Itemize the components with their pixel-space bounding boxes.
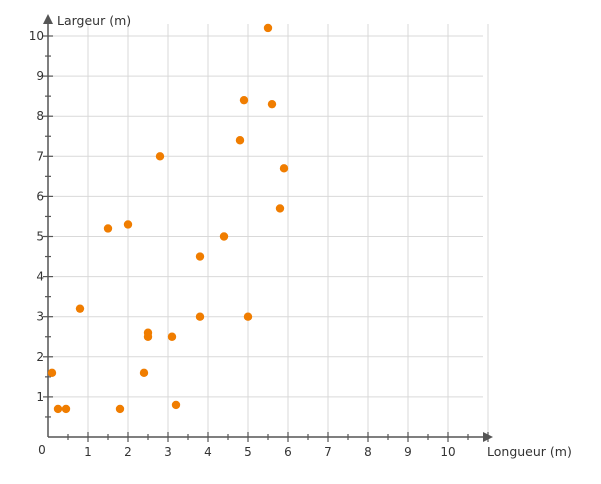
data-point: [123, 220, 133, 229]
data-point: [263, 23, 273, 33]
data-point: [279, 164, 289, 173]
y-axis-label: Largeur (m): [57, 13, 131, 28]
y-tick-label: 8: [36, 109, 44, 123]
data-points: [47, 23, 289, 414]
y-tick-label: 10: [29, 29, 44, 43]
data-point: [115, 404, 125, 414]
data-point: [219, 232, 229, 241]
y-tick-label: 4: [36, 270, 44, 284]
x-tick-label: 7: [324, 445, 332, 459]
data-point: [47, 368, 57, 378]
x-tick-label: 8: [364, 445, 372, 459]
data-point: [195, 312, 205, 321]
data-point: [195, 252, 205, 261]
origin-label: 0: [38, 443, 46, 457]
chart-grid: [48, 24, 489, 437]
data-point: [171, 400, 181, 410]
x-tick-label: 2: [124, 445, 132, 459]
x-tick-label: 3: [164, 445, 172, 459]
data-point: [143, 332, 153, 341]
x-tick-label: 10: [440, 445, 455, 459]
y-tick-label: 1: [36, 390, 44, 404]
axis-ticks: [43, 35, 489, 442]
y-tick-label: 2: [36, 350, 44, 364]
data-point: [267, 99, 277, 109]
y-tick-label: 6: [36, 189, 44, 203]
data-point: [155, 152, 165, 161]
data-point: [239, 95, 249, 105]
data-point: [167, 332, 177, 341]
x-tick-label: 9: [404, 445, 412, 459]
x-tick-label: 4: [204, 445, 212, 459]
data-point: [275, 204, 285, 213]
y-tick-label: 9: [36, 69, 44, 83]
data-point: [243, 312, 253, 321]
data-point: [103, 224, 113, 233]
data-point: [61, 404, 71, 414]
data-point: [75, 304, 85, 313]
x-tick-label: 1: [84, 445, 92, 459]
y-axis-arrow: [43, 14, 53, 24]
data-point: [53, 404, 63, 414]
y-tick-label: 7: [36, 149, 44, 163]
x-axis-label: Longueur (m): [487, 444, 572, 459]
y-tick-label: 3: [36, 310, 44, 324]
x-tick-label: 6: [284, 445, 292, 459]
tick-labels: 1 2 3 4 5 6 7 8 9 10 1 2 3 4 5 6 7 8 9 10: [29, 29, 456, 459]
data-point: [235, 136, 245, 145]
x-tick-label: 5: [244, 445, 252, 459]
data-point: [139, 368, 149, 378]
chart-axes: [43, 14, 493, 442]
y-tick-label: 5: [36, 230, 44, 244]
